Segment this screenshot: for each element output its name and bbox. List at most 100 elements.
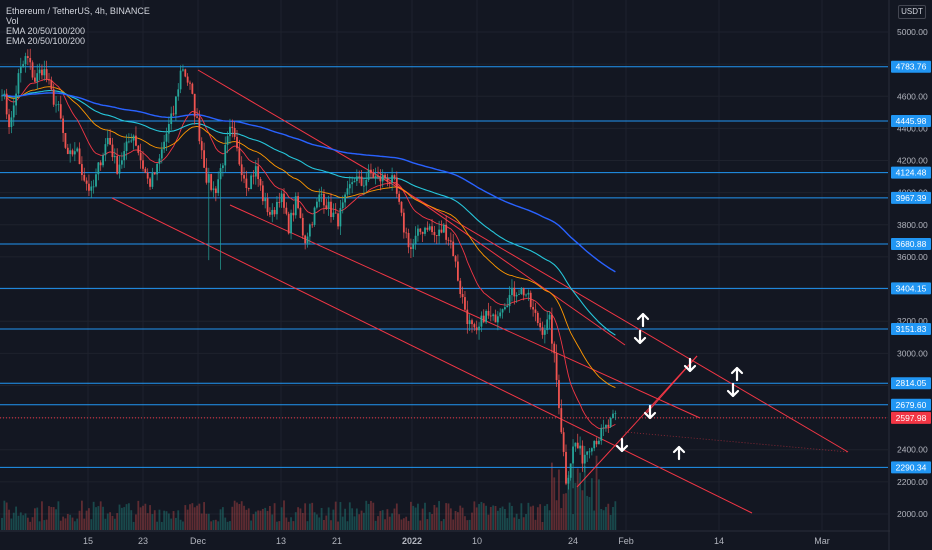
candle xyxy=(468,314,471,331)
symbol-title[interactable]: Ethereum / TetherUS, 4h, BINANCE xyxy=(6,6,150,16)
horizontal-levels[interactable] xyxy=(0,66,888,468)
volume-bar xyxy=(417,503,419,530)
candle xyxy=(410,238,412,259)
volume-bar xyxy=(579,472,581,530)
volume-bar xyxy=(504,509,506,530)
volume-bar xyxy=(558,469,560,530)
candle xyxy=(203,142,205,168)
candle xyxy=(395,171,398,198)
volume-bar xyxy=(264,507,267,530)
candle xyxy=(583,445,586,473)
volume-bar xyxy=(205,513,208,530)
volume-bar xyxy=(325,515,328,530)
volume-bar xyxy=(520,503,523,530)
volume-bar xyxy=(3,500,6,530)
y-tick-label: 4600.00 xyxy=(897,91,928,101)
volume-bar xyxy=(527,502,530,530)
up-arrow-icon xyxy=(636,312,650,328)
volume-bar xyxy=(243,505,245,530)
up-arrow-icon xyxy=(730,366,744,382)
volume-bar xyxy=(95,507,97,530)
volume-bar xyxy=(308,503,311,530)
y-tick-label: 4400.00 xyxy=(897,123,928,133)
volume-bar xyxy=(59,520,62,530)
candle xyxy=(327,195,330,216)
candle xyxy=(8,108,10,135)
candle xyxy=(304,234,307,250)
candle xyxy=(480,311,483,332)
volume-bar xyxy=(146,513,149,530)
projection-line[interactable] xyxy=(576,355,698,488)
ema-20-line xyxy=(1,78,616,429)
candle xyxy=(57,100,60,112)
candle xyxy=(590,447,593,456)
candle xyxy=(551,307,553,353)
volume-bar xyxy=(452,519,455,530)
candle xyxy=(421,231,424,242)
ema-indicator-label-2[interactable]: EMA 20/50/100/200 xyxy=(6,36,86,46)
volume-bar xyxy=(219,509,222,530)
volume-bar xyxy=(442,519,445,530)
candle xyxy=(334,203,337,214)
volume-bar xyxy=(132,521,135,530)
projection-line-2[interactable] xyxy=(644,355,698,416)
level-price-label: 2290.34 xyxy=(896,462,927,472)
level-price-label: 3404.15 xyxy=(896,283,927,293)
channel-inner-line[interactable] xyxy=(377,171,626,346)
volume-bar xyxy=(590,478,593,530)
volume-bar xyxy=(543,505,546,530)
y-tick-label: 3200.00 xyxy=(897,316,928,326)
volume-bar xyxy=(278,521,281,530)
volume-bar xyxy=(370,500,372,530)
candle xyxy=(539,317,542,332)
candle xyxy=(81,156,83,181)
volume-bar xyxy=(393,508,396,530)
candle xyxy=(97,162,100,181)
volume-bar xyxy=(294,512,297,530)
volume-bar xyxy=(478,503,480,530)
volume-bar xyxy=(160,521,163,530)
level-price-label: 4445.98 xyxy=(896,116,927,126)
candle xyxy=(532,300,534,317)
volume-bar xyxy=(598,479,600,530)
candle xyxy=(200,137,203,160)
candle xyxy=(407,228,410,254)
candle xyxy=(172,105,175,117)
volume-bar xyxy=(287,521,290,530)
candle xyxy=(471,318,473,333)
volume-bar xyxy=(433,504,436,530)
candle xyxy=(445,215,448,245)
currency-unit-badge[interactable]: USDT xyxy=(898,5,926,19)
candle xyxy=(50,76,53,92)
candle xyxy=(567,471,570,490)
volume-bar xyxy=(29,521,32,530)
candle xyxy=(489,305,492,322)
candle xyxy=(482,309,485,324)
candle xyxy=(504,302,506,311)
time-axis[interactable]: 15 23 Dec 13 21 2022 10 24 Feb 14 Mar xyxy=(0,530,890,546)
volume-bar xyxy=(271,514,274,530)
volume-bar xyxy=(605,506,607,530)
chart-legend: Ethereum / TetherUS, 4h, BINANCE Vol EMA… xyxy=(6,6,150,46)
trend-channels[interactable] xyxy=(111,69,849,514)
vol-indicator-label[interactable]: Vol xyxy=(6,16,19,26)
x-tick-label: 14 xyxy=(714,536,724,546)
ema-indicator-label-1[interactable]: EMA 20/50/100/200 xyxy=(6,26,86,36)
volume-bar xyxy=(386,509,389,530)
channel-lower-line[interactable] xyxy=(111,197,753,514)
volume-bar xyxy=(250,520,252,530)
channel-mid-line[interactable] xyxy=(229,204,701,419)
candle xyxy=(179,65,182,94)
volume-bar xyxy=(276,521,278,530)
volume-bar xyxy=(522,517,525,530)
price-axis[interactable]: 5000.004800.004600.004400.004200.004000.… xyxy=(888,0,931,550)
volume-bar xyxy=(43,520,46,530)
candle xyxy=(191,82,194,95)
candle xyxy=(384,172,386,181)
candle xyxy=(536,311,539,326)
candle xyxy=(240,156,243,182)
channel-upper-line[interactable] xyxy=(197,69,849,453)
y-tick-label: 5000.00 xyxy=(897,27,928,37)
candle xyxy=(165,127,168,152)
